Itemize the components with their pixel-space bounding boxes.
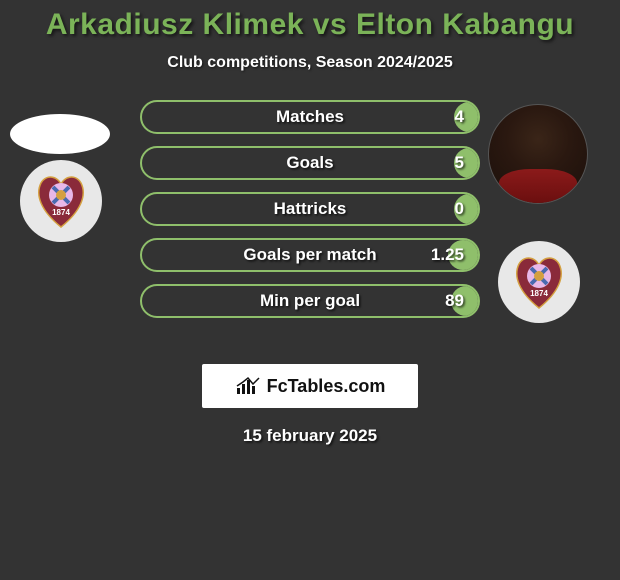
crest-year: 1874	[530, 289, 548, 298]
brand-text: FcTables.com	[267, 376, 386, 397]
date-label: 15 february 2025	[0, 426, 620, 446]
stat-label: Hattricks	[142, 199, 478, 219]
stat-value-right: 5	[455, 153, 464, 173]
stat-value-right: 89	[445, 291, 464, 311]
page-title: Arkadiusz Klimek vs Elton Kabangu	[0, 8, 620, 42]
main-panel: 1874 1874 Matches4 Goals5 Hattricks0 Goals …	[0, 98, 620, 358]
heart-crest-icon: 1874	[31, 171, 91, 231]
player-right-crest: 1874	[498, 241, 580, 323]
stat-bar: Matches4	[140, 100, 480, 134]
stat-value-right: 0	[455, 199, 464, 219]
subtitle: Club competitions, Season 2024/2025	[0, 54, 620, 72]
heart-crest-icon: 1874	[509, 252, 569, 312]
stat-bar: Hattricks0	[140, 192, 480, 226]
crest-year: 1874	[52, 208, 70, 217]
stat-bar: Min per goal89	[140, 284, 480, 318]
stat-label: Goals per match	[142, 245, 478, 265]
stat-value-right: 4	[455, 107, 464, 127]
stat-label: Min per goal	[142, 291, 478, 311]
bar-chart-icon	[235, 376, 261, 396]
player-right-avatar	[488, 104, 588, 204]
brand-badge: FcTables.com	[202, 364, 418, 408]
player-left-avatar-placeholder	[10, 114, 110, 154]
stat-label: Goals	[142, 153, 478, 173]
stat-bar: Goals5	[140, 146, 480, 180]
stat-value-right: 1.25	[431, 245, 464, 265]
stat-label: Matches	[142, 107, 478, 127]
stat-bar: Goals per match1.25	[140, 238, 480, 272]
stats-bars: Matches4 Goals5 Hattricks0 Goals per match1…	[140, 100, 480, 330]
player-left-crest: 1874	[20, 160, 102, 242]
comparison-card: Arkadiusz Klimek vs Elton Kabangu Club c…	[0, 0, 620, 446]
